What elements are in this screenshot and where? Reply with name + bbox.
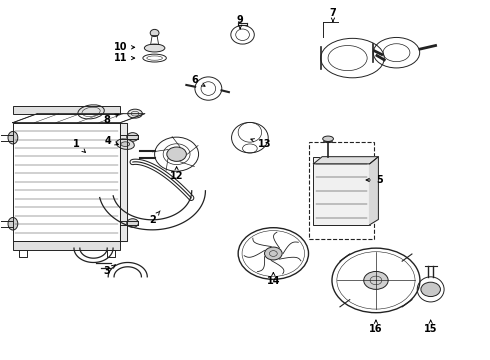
Text: 8: 8 xyxy=(104,114,119,125)
Ellipse shape xyxy=(121,142,130,147)
Circle shape xyxy=(265,247,282,260)
Text: 4: 4 xyxy=(105,136,119,145)
Text: 11: 11 xyxy=(114,53,135,63)
Circle shape xyxy=(127,133,139,141)
Text: 12: 12 xyxy=(170,167,183,181)
Bar xyxy=(314,157,369,225)
Circle shape xyxy=(421,282,441,297)
Ellipse shape xyxy=(323,136,333,141)
Text: 5: 5 xyxy=(366,175,383,185)
Polygon shape xyxy=(369,157,378,225)
Circle shape xyxy=(167,147,186,161)
Text: 13: 13 xyxy=(251,139,271,149)
Circle shape xyxy=(364,271,388,289)
Text: 10: 10 xyxy=(114,42,135,52)
Text: 2: 2 xyxy=(149,211,160,225)
Text: 1: 1 xyxy=(73,139,85,152)
Text: 9: 9 xyxy=(237,15,244,28)
Text: 3: 3 xyxy=(104,265,116,276)
Text: 16: 16 xyxy=(369,320,383,334)
Text: 6: 6 xyxy=(192,75,205,86)
Ellipse shape xyxy=(150,30,159,37)
Ellipse shape xyxy=(128,109,143,118)
Polygon shape xyxy=(121,123,126,241)
Ellipse shape xyxy=(116,139,134,149)
Ellipse shape xyxy=(8,217,18,230)
Polygon shape xyxy=(314,157,378,164)
Ellipse shape xyxy=(145,44,165,52)
Text: 7: 7 xyxy=(330,8,336,21)
Circle shape xyxy=(127,219,139,227)
Text: 14: 14 xyxy=(267,273,280,286)
Text: 15: 15 xyxy=(424,320,438,334)
Bar xyxy=(13,106,121,114)
Bar xyxy=(309,142,374,239)
Ellipse shape xyxy=(8,131,18,144)
Bar xyxy=(13,241,121,250)
